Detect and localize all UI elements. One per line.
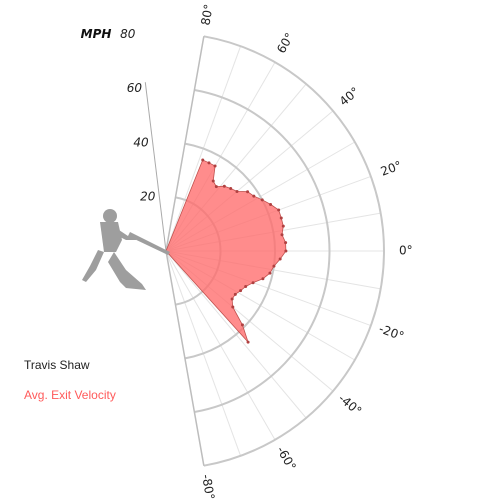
data-point (278, 257, 282, 261)
batter-silhouette-icon (82, 209, 170, 290)
data-point (268, 271, 272, 275)
data-point (231, 305, 235, 309)
data-point (233, 292, 237, 296)
data-point (246, 190, 250, 194)
data-point (261, 277, 265, 281)
data-point (269, 202, 273, 206)
exit-velocity-area (165, 159, 287, 343)
data-point (281, 224, 285, 228)
legend-entry: Avg. Exit Velocity (24, 388, 116, 402)
radius-tick-label: 80 (120, 27, 136, 41)
data-point (260, 198, 264, 202)
radius-axis (144, 82, 167, 252)
data-point (240, 323, 244, 327)
radius-tick-label: 40 (133, 135, 149, 149)
data-point (279, 216, 283, 220)
data-point (280, 233, 284, 237)
data-point (277, 208, 281, 212)
data-point (213, 164, 217, 168)
radius-unit-label: MPH (81, 27, 112, 41)
angle-tick-label: 0° (399, 244, 413, 258)
angle-tick-label: 20° (379, 158, 404, 178)
grid-ring (203, 35, 385, 467)
data-point (207, 161, 211, 165)
data-point (272, 264, 276, 268)
area-layer (165, 158, 288, 344)
angle-tick-label: -80° (199, 473, 217, 500)
angle-tick-label: 60° (274, 30, 297, 55)
data-point (239, 289, 243, 293)
angle-tick-label: -40° (336, 391, 365, 418)
grid-ring (194, 88, 331, 414)
angle-tick-label: 80° (198, 3, 215, 26)
data-point (229, 187, 233, 191)
data-point (230, 297, 234, 301)
axis-boundary (165, 36, 205, 252)
angle-tick-label: 40° (337, 84, 362, 108)
data-point (244, 284, 248, 288)
data-point (252, 194, 256, 198)
data-point (284, 241, 288, 245)
data-point (235, 189, 239, 193)
axis-boundary (165, 250, 205, 466)
data-point (214, 185, 218, 189)
data-point (201, 158, 205, 162)
angle-tick-label: -60° (274, 444, 299, 473)
angle-tick-label: -20° (377, 322, 406, 344)
data-point (222, 184, 226, 188)
radius-tick-label: 60 (127, 81, 143, 95)
radius-tick-label: 20 (140, 189, 156, 203)
data-point (251, 281, 255, 285)
player-name: Travis Shaw (24, 358, 90, 372)
data-point (284, 249, 288, 253)
data-point (246, 340, 250, 344)
data-point (211, 179, 215, 183)
